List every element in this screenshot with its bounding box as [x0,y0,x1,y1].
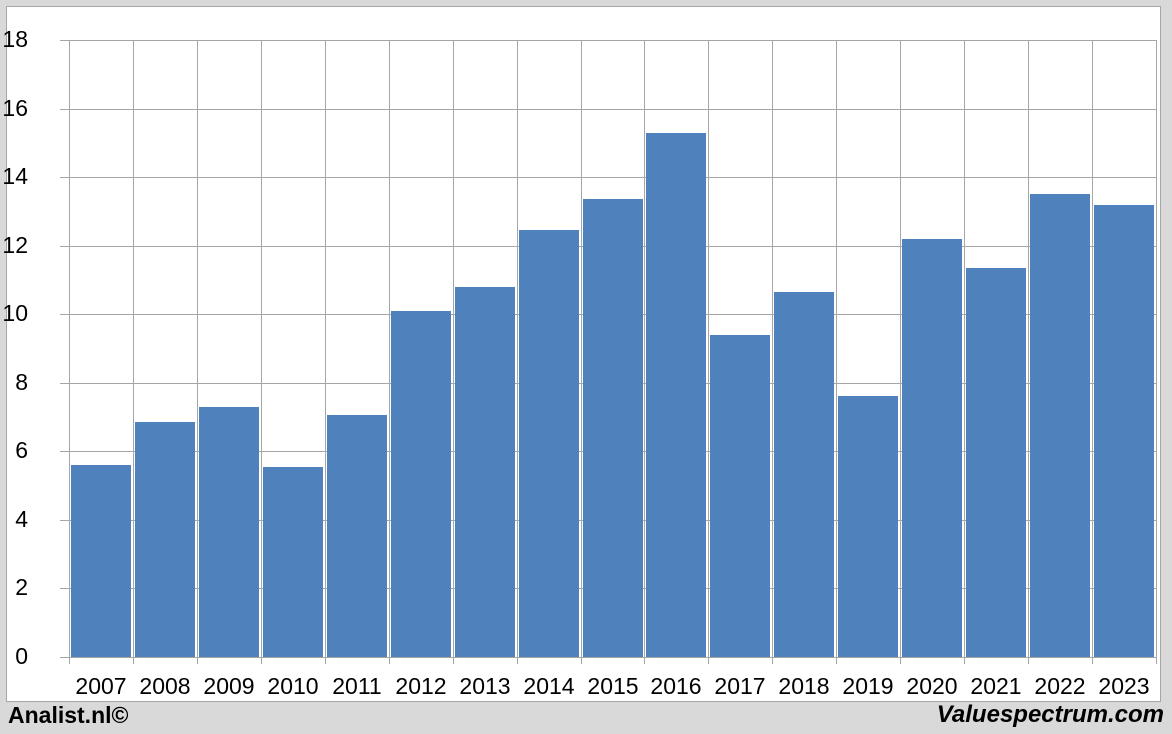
x-gridline-10 [708,40,709,657]
x-tick-12 [836,657,837,664]
bar-2022 [1030,194,1090,657]
x-axis-label-2007: 2007 [75,673,127,699]
x-axis-label-2018: 2018 [778,673,830,699]
x-gridline-2 [197,40,198,657]
x-gridline-0 [69,40,70,657]
y-axis-label-2: 2 [15,574,28,601]
y-tick-10 [60,314,69,316]
chart-panel: 0 2 4 6 8 10 12 14 16 18 2007 2008 2009 2010 2011 2012… [2,6,1161,702]
x-tick-15 [1028,657,1029,664]
x-axis-label-2019: 2019 [842,673,894,699]
x-gridline-8 [581,40,582,657]
y-tick-0 [60,657,69,658]
x-axis-label-2009: 2009 [203,673,255,699]
x-gridline-16 [1092,40,1093,657]
x-axis-label-2020: 2020 [906,673,958,699]
x-tick-14 [964,657,965,664]
x-axis-label-2016: 2016 [650,673,702,699]
x-tick-10 [708,657,709,664]
x-axis-label-2012: 2012 [395,673,447,699]
y-tick-6 [60,451,69,453]
bar-2007 [71,465,131,657]
x-axis-label-2017: 2017 [714,673,766,699]
bar-2016 [646,133,706,657]
bar-2011 [327,415,387,657]
y-tick-14 [60,177,69,179]
bar-2010 [263,467,323,657]
x-tick-9 [644,657,645,664]
y-axis-label-6: 6 [15,437,28,464]
x-gridline-6 [453,40,454,657]
bar-2018 [774,292,834,657]
y-gridline-18 [69,40,1156,41]
x-gridline-15 [1028,40,1029,657]
bar-2012 [391,311,451,657]
y-tick-16 [60,108,69,110]
x-gridline-5 [389,40,390,657]
y-gridline-0 [69,657,1156,658]
x-tick-3 [261,657,262,664]
x-tick-0 [69,657,70,664]
x-tick-5 [389,657,390,664]
x-tick-7 [517,657,518,664]
x-axis-label-2008: 2008 [139,673,191,699]
y-axis-label-8: 8 [15,368,28,395]
y-tick-18 [60,40,69,41]
x-gridline-14 [964,40,965,657]
y-gridline-14 [69,177,1156,179]
footer: Analist.nl© Valuespectrum.com [0,701,1172,734]
bar-2020 [902,239,962,657]
x-gridline-12 [836,40,837,657]
x-tick-1 [133,657,134,664]
x-tick-17 [1156,657,1157,664]
x-axis-label-2015: 2015 [587,673,639,699]
y-axis-label-10: 10 [2,300,28,327]
y-axis-label-4: 4 [15,505,28,532]
y-tick-2 [60,588,69,590]
x-axis-label-2011: 2011 [332,673,382,699]
bar-2019 [838,396,898,657]
bar-2015 [583,199,643,657]
valuespectrum-credit: Valuespectrum.com [936,701,1164,728]
x-axis-label-2014: 2014 [523,673,575,699]
plot-area [69,40,1157,658]
y-axis-label-12: 12 [2,231,28,258]
bar-2023 [1094,205,1154,657]
x-gridline-9 [644,40,645,657]
x-tick-11 [772,657,773,664]
x-gridline-11 [772,40,773,657]
bar-2009 [199,407,259,657]
bar-2008 [135,422,195,657]
x-tick-16 [1092,657,1093,664]
x-tick-6 [453,657,454,664]
bar-2017 [710,335,770,657]
y-axis-label-18: 18 [2,26,28,52]
x-tick-8 [581,657,582,664]
y-axis-label-16: 16 [2,94,28,121]
bar-2021 [966,268,1026,657]
x-gridline-3 [261,40,262,657]
analist-credit: Analist.nl© [8,702,129,728]
x-gridline-17 [1156,40,1157,657]
bar-2014 [519,230,579,657]
x-axis-label-2013: 2013 [459,673,511,699]
x-axis-label-2023: 2023 [1098,673,1150,699]
x-axis-label-2022: 2022 [1034,673,1086,699]
y-tick-8 [60,382,69,384]
x-axis-label-2010: 2010 [267,673,319,699]
y-axis-label-14: 14 [2,163,28,190]
x-gridline-7 [517,40,518,657]
x-tick-4 [325,657,326,664]
y-tick-12 [60,245,69,247]
x-gridline-1 [133,40,134,657]
x-tick-2 [197,657,198,664]
y-gridline-16 [69,108,1156,110]
y-axis-label-0: 0 [15,643,28,669]
x-gridline-13 [900,40,901,657]
bar-2013 [455,287,515,657]
x-tick-13 [900,657,901,664]
x-axis-label-2021: 2021 [970,673,1022,699]
y-tick-4 [60,519,69,521]
x-gridline-4 [325,40,326,657]
